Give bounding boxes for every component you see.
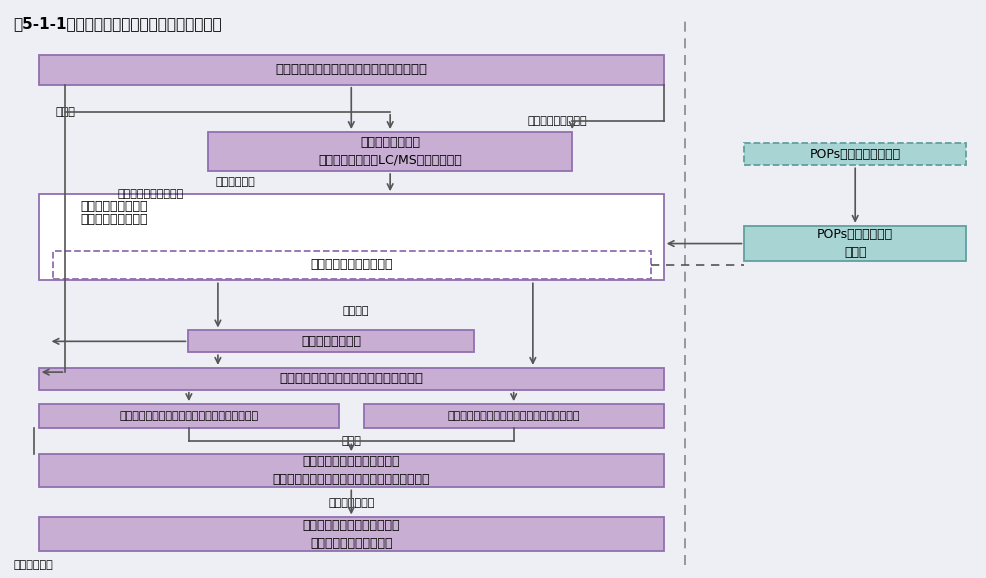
Text: モニタリング調査の結果に関する解析検討会: モニタリング調査の結果に関する解析検討会 — [447, 411, 580, 421]
Text: POPsモニタリング事業: POPsモニタリング事業 — [809, 148, 900, 161]
Text: 調査結果の報告: 調査結果の報告 — [328, 498, 375, 508]
Text: 調査対象物質: 調査対象物質 — [216, 177, 255, 187]
Text: 初期・詳細環境調査の結果に関する解析検討会: 初期・詳細環境調査の結果に関する解析検討会 — [119, 411, 258, 421]
FancyBboxPatch shape — [38, 517, 664, 551]
FancyBboxPatch shape — [38, 194, 664, 280]
FancyBboxPatch shape — [743, 226, 965, 261]
Text: 調査結果: 調査結果 — [342, 306, 369, 316]
Text: 中　央　環　境　審　議　会
環　境　保　健　部　会: 中 央 環 境 審 議 会 環 境 保 健 部 会 — [303, 518, 399, 550]
Text: 分析法開発対象物質: 分析法開発対象物質 — [527, 116, 587, 126]
FancyBboxPatch shape — [38, 454, 664, 487]
Text: 図5-1-1　化学物質環境実態調査の検討体系図: 図5-1-1 化学物質環境実態調査の検討体系図 — [13, 16, 222, 31]
FancyBboxPatch shape — [208, 132, 572, 171]
Text: （１）初期環境調査: （１）初期環境調査 — [80, 199, 148, 213]
Text: 評価等: 評価等 — [55, 107, 75, 117]
FancyBboxPatch shape — [38, 55, 664, 85]
Text: 中　央　環　境　審　議　会
化　学　物　質　評　価　専　門　委　員　会: 中 央 環 境 審 議 会 化 学 物 質 評 価 専 門 委 員 会 — [272, 455, 430, 486]
Text: 評価等: 評価等 — [341, 436, 361, 446]
FancyBboxPatch shape — [52, 251, 651, 279]
Text: 環境化学物質に係る各種施策における要望: 環境化学物質に係る各種施策における要望 — [275, 64, 427, 76]
FancyBboxPatch shape — [743, 143, 965, 165]
Text: POPsモニタリング
検討会: POPsモニタリング 検討会 — [816, 228, 892, 259]
Text: 化学物質環境実態調査結果精査等検討会: 化学物質環境実態調査結果精査等検討会 — [279, 372, 423, 385]
Text: （３）モニタリング調査: （３）モニタリング調査 — [311, 258, 392, 271]
FancyBboxPatch shape — [38, 368, 664, 390]
FancyBboxPatch shape — [188, 331, 473, 352]
FancyBboxPatch shape — [38, 404, 338, 428]
Text: （２）詳細環境調査: （２）詳細環境調査 — [80, 213, 148, 227]
Text: 分析法開発検討会
（水系、大気系、LC/MSの３部構成）: 分析法開発検討会 （水系、大気系、LC/MSの３部構成） — [317, 136, 461, 167]
Text: 資料：環境省: 資料：環境省 — [13, 560, 53, 570]
FancyBboxPatch shape — [363, 404, 664, 428]
Text: 分析調査精度管理: 分析調査精度管理 — [301, 335, 361, 348]
Text: 化学物質環境実態調査: 化学物質環境実態調査 — [117, 189, 183, 199]
